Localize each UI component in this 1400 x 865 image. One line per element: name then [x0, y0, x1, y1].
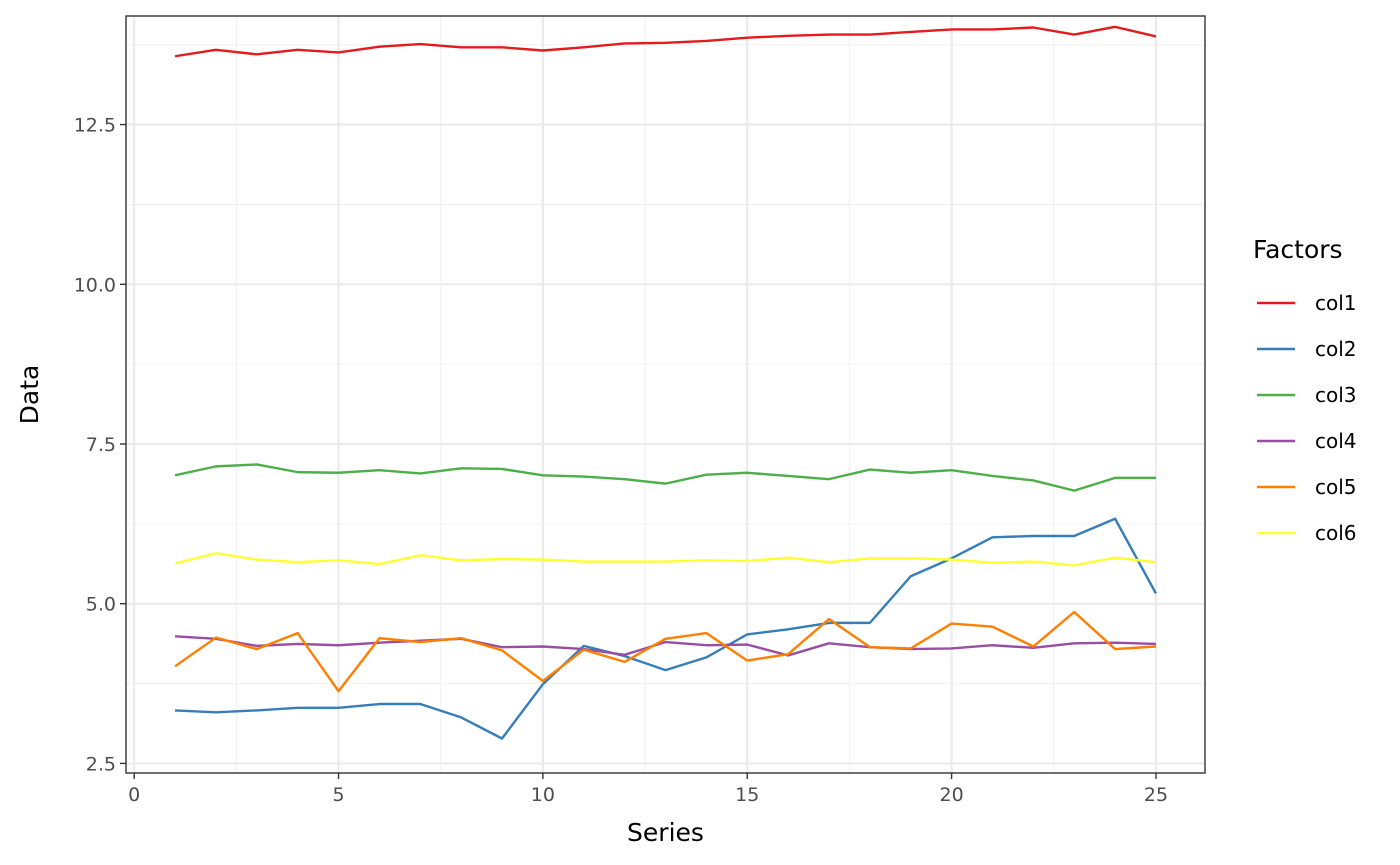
series-line-col2: [174, 517, 1158, 740]
x-tick-label: 15: [735, 784, 759, 806]
y-tick-label: 12.5: [74, 115, 116, 137]
y-tick-label: 7.5: [86, 434, 116, 456]
legend-label-col4: col4: [1315, 429, 1357, 453]
y-tick-label: 5.0: [86, 594, 116, 616]
x-tick-label: 10: [531, 784, 555, 806]
x-tick-label: 5: [332, 784, 344, 806]
series-line-col6: [174, 552, 1157, 567]
series-line-col4: [174, 635, 1156, 657]
x-axis-title: Series: [627, 818, 704, 847]
series-lines: [174, 25, 1158, 740]
y-tick-label: 2.5: [86, 753, 116, 775]
legend-title: Factors: [1253, 235, 1343, 264]
y-axis: 2.5 5.0 7.5 10.0 12.5: [74, 115, 126, 775]
x-tick-label: 20: [940, 784, 964, 806]
legend-label-col5: col5: [1315, 475, 1357, 499]
y-tick-label: 10.0: [74, 274, 116, 296]
legend-label-col3: col3: [1315, 383, 1357, 407]
legend: Factors col1 col2 col3 col4 col5 col6: [1253, 235, 1357, 545]
series-line-col1: [174, 25, 1157, 58]
legend-label-col1: col1: [1315, 291, 1357, 315]
x-tick-label: 0: [128, 784, 140, 806]
panel-border: [125, 15, 1206, 774]
y-axis-title: Data: [15, 365, 44, 425]
minor-gridlines: [126, 16, 1205, 773]
legend-label-col6: col6: [1315, 521, 1357, 545]
x-axis: 0 5 10 15 20 25: [128, 773, 1168, 806]
series-line-col3: [174, 463, 1156, 492]
legend-label-col2: col2: [1315, 337, 1357, 361]
x-tick-label: 25: [1144, 784, 1168, 806]
series-line-col5: [174, 610, 1157, 693]
panel-background: [126, 16, 1205, 773]
